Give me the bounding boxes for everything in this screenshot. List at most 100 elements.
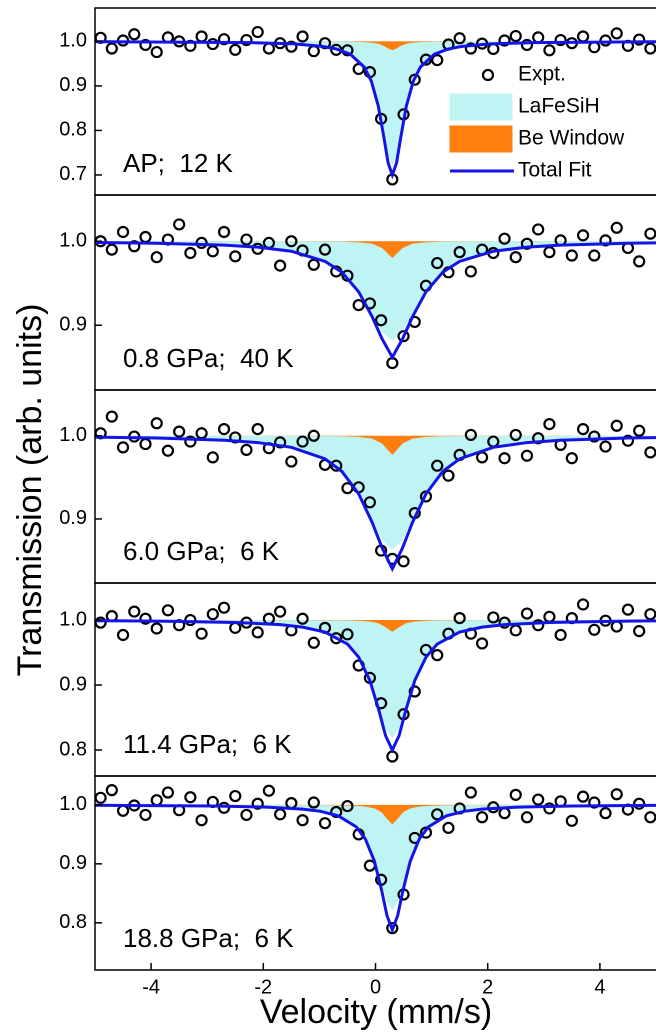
data-point [408, 685, 421, 698]
data-point [173, 218, 186, 231]
data-point [565, 814, 578, 827]
data-point [274, 436, 287, 449]
data-point [520, 38, 534, 52]
data-point [195, 814, 208, 827]
data-point [296, 435, 309, 448]
y-tick-label: 0.8 [59, 738, 87, 760]
y-tick-label: 0.9 [59, 507, 87, 529]
data-point [644, 608, 656, 621]
data-point [285, 455, 298, 468]
data-point [487, 611, 500, 624]
data-point [150, 417, 163, 430]
data-point [240, 808, 253, 822]
data-point [195, 627, 208, 640]
data-point [251, 422, 264, 436]
area [95, 620, 656, 632]
data-point [576, 790, 590, 803]
data-point [139, 437, 152, 451]
data-point [599, 234, 612, 247]
legend-label: Total Fit [518, 159, 592, 182]
data-point [307, 636, 320, 649]
data-point [274, 605, 287, 618]
data-point [352, 299, 365, 312]
panel-annotation: 6.0 GPa; 6 K [123, 536, 280, 566]
data-point [610, 620, 623, 633]
data-point [206, 37, 219, 51]
data-point [509, 624, 522, 637]
data-point [330, 632, 343, 645]
fit-line [95, 803, 656, 935]
data-point [431, 808, 444, 821]
panel-frame [94, 775, 656, 971]
y-tick-label: 1.0 [59, 424, 87, 446]
data-point [442, 469, 455, 482]
data-point [240, 233, 253, 246]
data-point [397, 555, 410, 568]
plot-area [95, 218, 656, 370]
data-point [532, 793, 545, 806]
data-point [307, 258, 320, 271]
data-point [195, 30, 208, 43]
data-point [116, 628, 130, 642]
data-point [173, 425, 186, 438]
data-point [296, 612, 309, 625]
data-point [464, 42, 477, 55]
data-point [128, 605, 141, 618]
data-point [509, 788, 522, 801]
data-point [453, 32, 466, 45]
data-point [397, 330, 410, 343]
data-point [644, 42, 656, 55]
data-point [543, 44, 556, 57]
data-point [296, 814, 309, 827]
data-point [274, 259, 287, 272]
data-point [184, 246, 197, 260]
fit-line [95, 435, 656, 573]
data-point [520, 811, 534, 824]
x-tick-label: 4 [594, 976, 605, 998]
data-point [599, 34, 612, 47]
data-point [116, 225, 130, 239]
data-point [150, 794, 163, 807]
data-point [475, 637, 489, 650]
data-point [95, 791, 107, 804]
data-point [633, 33, 646, 46]
data-point [431, 53, 444, 67]
data-point [184, 791, 197, 804]
data-point [296, 30, 309, 43]
data-point [217, 601, 231, 614]
data-point [588, 430, 601, 443]
data-point [610, 419, 623, 432]
data-point [644, 811, 656, 824]
data-point [520, 607, 534, 620]
legend-label: Be Window [518, 127, 625, 150]
data-point [150, 622, 163, 635]
data-point [229, 250, 242, 263]
data-point [262, 42, 276, 55]
panel-annotation: 18.8 GPa; 6 K [123, 923, 294, 953]
data-point [498, 616, 511, 629]
panel-annotation: 11.4 GPa; 6 K [123, 729, 292, 759]
data-point [588, 623, 601, 636]
data-point [520, 237, 534, 250]
x-tick-label: 2 [482, 976, 493, 998]
y-tick-label: 0.8 [59, 119, 87, 141]
data-point [105, 410, 118, 423]
plot-area [95, 784, 656, 935]
y-tick-label: 1.0 [59, 30, 87, 52]
data-point [229, 43, 242, 56]
data-point [588, 796, 601, 809]
x-tick-label: -4 [142, 976, 160, 998]
x-tick-label: 0 [370, 976, 381, 998]
data-point [565, 249, 578, 262]
data-point [184, 435, 197, 448]
data-point [341, 482, 354, 495]
data-point [633, 424, 646, 437]
area [95, 241, 656, 259]
data-point [588, 249, 601, 262]
data-point [318, 243, 332, 256]
data-point [161, 444, 175, 457]
plot-area [95, 598, 656, 763]
data-point [431, 649, 444, 662]
data-point [576, 30, 590, 43]
